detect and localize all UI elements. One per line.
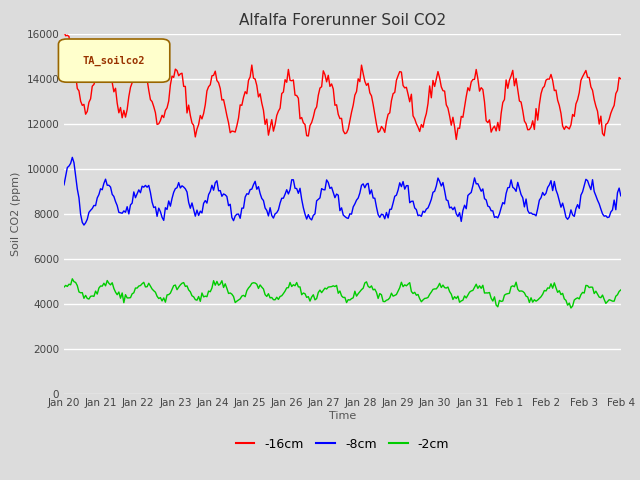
X-axis label: Time: Time bbox=[329, 411, 356, 421]
Y-axis label: Soil CO2 (ppm): Soil CO2 (ppm) bbox=[11, 171, 21, 256]
Title: Alfalfa Forerunner Soil CO2: Alfalfa Forerunner Soil CO2 bbox=[239, 13, 446, 28]
Text: TA_soilco2: TA_soilco2 bbox=[83, 56, 145, 66]
Legend: -16cm, -8cm, -2cm: -16cm, -8cm, -2cm bbox=[230, 433, 454, 456]
FancyBboxPatch shape bbox=[58, 39, 170, 82]
